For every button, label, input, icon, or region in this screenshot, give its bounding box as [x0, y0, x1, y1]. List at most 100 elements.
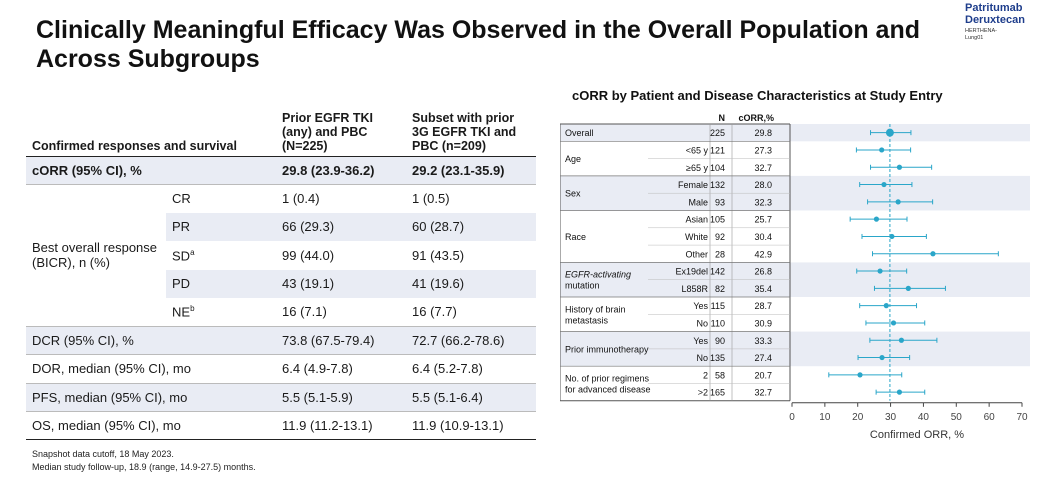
row-value-2: 91 (43.5) — [412, 247, 465, 263]
corr-value: 25.7 — [754, 215, 772, 225]
subgroup-category: Yes — [693, 301, 708, 311]
bor-label: Best overall response (BICR), n (%) — [32, 240, 158, 271]
bor-category: PD — [166, 269, 276, 298]
n-value: 165 — [710, 388, 725, 398]
bor-category-label: CR — [172, 191, 191, 207]
subgroup-label: No. of prior regimens — [565, 374, 650, 384]
subgroup-category: Male — [688, 197, 708, 207]
point-estimate — [898, 337, 905, 343]
table-row-corr: cORR (95% CI), % 29.8 (23.9-36.2) 29.2 (… — [26, 156, 536, 185]
row-value-2: 60 (28.7) — [406, 212, 536, 242]
subgroup-category: >2 — [698, 388, 708, 398]
point-estimate — [895, 199, 901, 205]
point-estimate — [889, 233, 895, 240]
row-value-1: 11.9 (11.2-13.1) — [282, 418, 373, 434]
point-estimate — [896, 389, 903, 395]
row-value-2: 72.7 (66.2-78.6) — [412, 333, 505, 349]
row-label: OS, median (95% CI), mo — [32, 418, 181, 434]
x-tick-label: 30 — [885, 412, 897, 423]
bor-category: PR — [166, 212, 276, 242]
table-row: DCR (95% CI), % 73.8 (67.5-79.4) 72.7 (66.… — [26, 326, 536, 355]
header-col-1: Prior EGFR TKI (any) and PBC (N=225) — [282, 110, 373, 153]
n-value: 105 — [710, 215, 725, 225]
corr-value: 27.4 — [754, 353, 772, 363]
row-value-1: 29.8 (23.9-36.2) — [282, 162, 375, 178]
x-tick-label: 0 — [789, 412, 795, 423]
row-value-1: 16 (7.1) — [282, 304, 327, 320]
bor-category-label: PR — [172, 219, 191, 235]
point-estimate — [879, 147, 885, 153]
row-value-1: 73.8 (67.5-79.4) — [282, 333, 375, 349]
bor-category-label: SD — [172, 248, 191, 264]
row-value-1: 66 (29.3) — [276, 212, 406, 242]
corr-value: 35.4 — [754, 284, 772, 294]
point-estimate — [879, 354, 885, 361]
row-value-2: 41 (19.6) — [406, 269, 536, 298]
group-band — [560, 262, 1030, 297]
subgroup-category: L858R — [681, 284, 708, 294]
subgroup-label: for advanced disease — [565, 385, 651, 395]
slide-title: Clinically Meaningful Efficacy Was Obser… — [36, 16, 920, 73]
logo-line-4: Lung01 — [965, 35, 984, 41]
row-value-2: 16 (7.7) — [412, 304, 457, 320]
point-estimate — [930, 251, 936, 257]
row-label: DOR, median (95% CI), mo — [32, 361, 191, 377]
n-value: 225 — [710, 128, 725, 138]
subgroup-category: ≥65 y — [686, 163, 708, 173]
row-value-1: 5.5 (5.1-5.9) — [282, 389, 353, 405]
subgroup-category: Female — [678, 180, 708, 190]
x-tick-label: 40 — [918, 412, 930, 423]
column-header-corr: cORR,% — [738, 113, 774, 123]
n-value: 82 — [715, 284, 725, 294]
point-estimate — [877, 268, 883, 274]
x-tick-label: 20 — [852, 412, 864, 423]
row-value-2: 11.9 (10.9-13.1) — [412, 418, 504, 434]
n-value: 132 — [710, 180, 725, 190]
subgroup-category: Yes — [693, 336, 708, 346]
product-logo: Patritumab Deruxtecan HERTHENA- Lung01 — [965, 2, 1039, 42]
x-tick-label: 60 — [984, 412, 996, 423]
subgroup-category: Other — [685, 249, 708, 259]
point-estimate — [885, 128, 894, 137]
n-value: 115 — [711, 301, 725, 311]
corr-value: 32.7 — [754, 163, 772, 173]
subgroup-label: EGFR-activating — [565, 270, 631, 280]
subgroup-label: Prior immunotherapy — [565, 344, 649, 354]
n-value: 90 — [715, 336, 725, 346]
table-row-bor: NEb 16 (7.1) 16 (7.7) — [26, 298, 536, 326]
subgroup-label: metastasis — [565, 315, 609, 325]
corr-value: 32.7 — [754, 388, 772, 398]
corr-value: 26.8 — [754, 267, 772, 277]
x-tick-label: 50 — [951, 412, 963, 423]
n-value: 93 — [715, 197, 725, 207]
bor-category: SDa — [166, 241, 276, 269]
subgroup-label: mutation — [565, 281, 600, 291]
x-tick-label: 70 — [1016, 412, 1028, 423]
corr-value: 29.8 — [754, 128, 772, 138]
table-row: OS, median (95% CI), mo 11.9 (11.2-13.1) 1… — [26, 411, 536, 440]
corr-value: 28.7 — [754, 301, 772, 311]
corr-value: 30.9 — [754, 318, 772, 328]
subgroup-label: Sex — [565, 189, 581, 199]
footnote-1: Snapshot data cutoff, 18 May 2023. — [32, 449, 174, 459]
subgroup-category: <65 y — [686, 145, 709, 155]
logo-line-2: Deruxtecan — [965, 14, 1025, 26]
header-col-2: Subset with prior 3G EGFR TKI and PBC (n… — [412, 110, 517, 153]
corr-value: 32.3 — [754, 197, 772, 207]
row-value-1: 1 (0.4) — [282, 191, 320, 207]
row-value-2: 29.2 (23.1-35.9) — [412, 162, 505, 178]
point-estimate — [873, 216, 880, 222]
bor-category: NEb — [166, 298, 276, 326]
group-band — [560, 124, 1030, 142]
corr-value: 20.7 — [754, 370, 772, 380]
point-estimate — [881, 181, 887, 188]
chart-title: cORR by Patient and Disease Characterist… — [572, 88, 943, 103]
row-value-1: 43 (19.1) — [276, 269, 406, 298]
subgroup-label: History of brain — [565, 304, 626, 314]
subgroup-category: No — [696, 318, 708, 328]
row-value-1: 6.4 (4.9-7.8) — [282, 361, 353, 377]
row-label: DCR (95% CI), % — [32, 333, 134, 349]
subgroup-category: 2 — [703, 370, 708, 380]
footnote-2: Median study follow-up, 18.9 (range, 14.… — [32, 462, 256, 472]
footnote-marker: a — [190, 247, 195, 257]
